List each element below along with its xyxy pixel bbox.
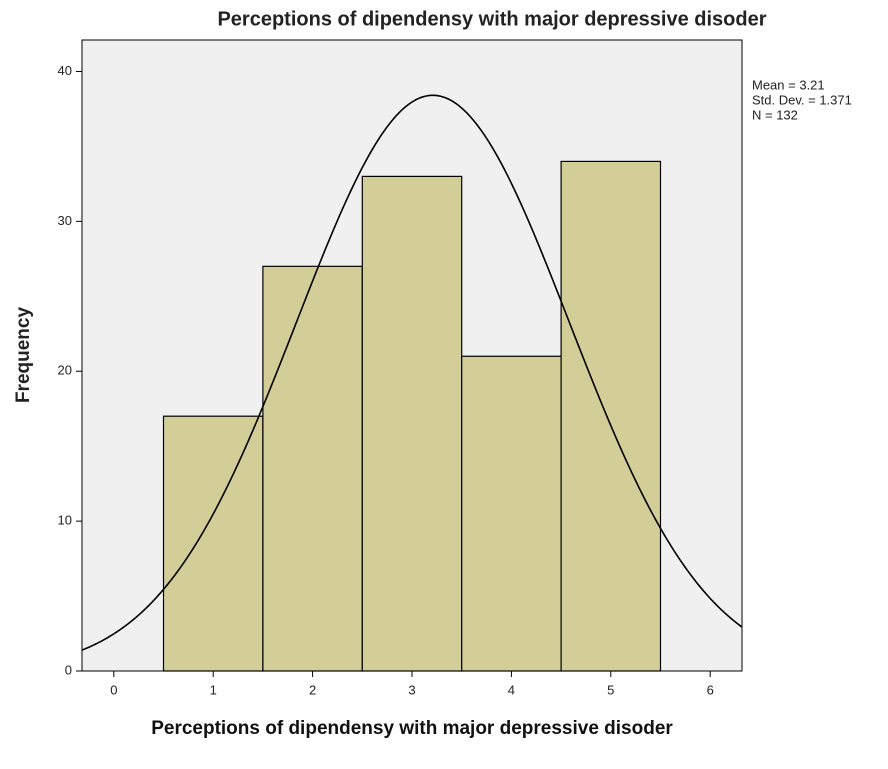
y-axis-label: Frequency (13, 307, 34, 404)
stat-n: N = 132 (752, 107, 798, 122)
bar (361, 175, 463, 672)
bar (162, 415, 264, 672)
y-tick-label: 0 (65, 662, 72, 677)
x-tick-label: 1 (210, 682, 217, 697)
stat-mean: Mean = 3.21 (752, 77, 825, 92)
x-tick-label: 3 (408, 682, 415, 697)
normal-curve (81, 94, 743, 651)
x-tick-label: 0 (110, 682, 117, 697)
x-tick-label: 4 (508, 682, 515, 697)
y-tick-label: 30 (58, 213, 72, 228)
bar (262, 265, 363, 672)
y-tick-label: 20 (58, 363, 72, 378)
x-tick-label: 5 (607, 682, 614, 697)
x-tick-label: 2 (309, 682, 316, 697)
y-tick-label: 40 (58, 63, 72, 78)
y-tick-label: 10 (58, 513, 72, 528)
plot-border (81, 39, 743, 672)
bar (560, 160, 662, 672)
stat-std: Std. Dev. = 1.371 (752, 92, 852, 107)
bar (461, 355, 562, 672)
x-axis-label: Perceptions of dipendensy with major dep… (151, 718, 673, 739)
chart-title: Perceptions of dipendensy with major dep… (217, 8, 766, 30)
x-tick-label: 6 (707, 682, 714, 697)
